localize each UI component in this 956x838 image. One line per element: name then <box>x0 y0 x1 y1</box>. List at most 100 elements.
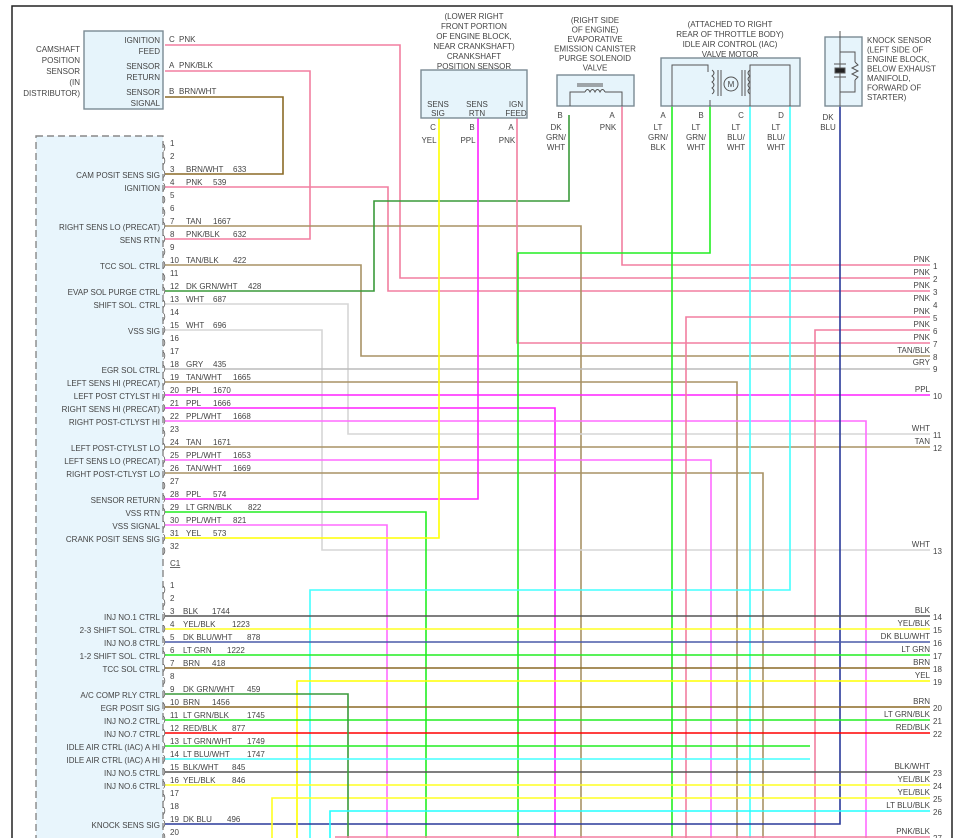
pin-bracket-icon: ) <box>163 793 166 802</box>
pcm-c2-pin-function: LEFT POST CTYLST HI <box>74 392 160 401</box>
wire-color-label: WHT <box>186 295 204 304</box>
wire <box>165 225 582 838</box>
crank-pin-label: FEED <box>505 109 527 118</box>
wire <box>271 797 930 838</box>
wire-color-label: BLK/WHT <box>183 763 219 772</box>
wire <box>165 524 388 838</box>
pin-bracket-icon: ) <box>163 299 166 308</box>
pcm-c2-pin-number: 22 <box>170 412 179 421</box>
pin-bracket-icon: ) <box>163 546 166 555</box>
pcm-c1-pin-number: 20 <box>170 828 179 837</box>
right-connector-wire-label: YEL/BLK <box>898 619 931 628</box>
circuit-number: 1666 <box>213 399 231 408</box>
diagram-border <box>11 5 953 838</box>
pin-bracket-icon: ) <box>163 351 166 360</box>
pcm-c1-pin-function: INJ NO.7 CTRL <box>104 730 161 739</box>
wire-color-label: BRN/WHT <box>179 87 216 96</box>
pcm-c1-pin-function: TCC SOL CTRL <box>103 665 161 674</box>
camshaft-ign-feed-wire <box>165 44 930 279</box>
wire-color-label: PNK <box>499 136 516 145</box>
wire <box>165 420 867 838</box>
pcm-c2-pin-function: RIGHT POST-CTLYST LO <box>66 470 160 479</box>
right-connector-pin-number: 17 <box>933 652 942 661</box>
pin-bracket-icon: ) <box>163 247 166 256</box>
iac-motor-box <box>660 57 801 107</box>
wire-color-label: BLU <box>820 123 836 132</box>
wire-color-label: WHT <box>767 143 785 152</box>
pin-bracket-icon: ) <box>163 390 166 399</box>
right-connector-wire-label: WHT <box>912 540 930 549</box>
wire-color-label: TAN/WHT <box>186 373 222 382</box>
wire-color-label: PPL <box>186 386 202 395</box>
right-connector-pin-number: 26 <box>933 808 942 817</box>
pin-bracket-icon: ) <box>163 416 166 425</box>
pcm-c2-pin-function: VSS SIGNAL <box>112 522 160 531</box>
knock-sensor-name: KNOCK SENSOR <box>867 36 932 45</box>
pcm-c1-pin-function: INJ NO.2 CTRL <box>104 717 161 726</box>
pin-bracket-icon: ) <box>163 663 166 672</box>
circuit-number: 418 <box>212 659 226 668</box>
pin-bracket-icon: ) <box>163 494 166 503</box>
wire-color-label: PPL <box>460 136 476 145</box>
wire-color-label: WHT <box>727 143 745 152</box>
wire-color-label: DK GRN/WHT <box>186 282 238 291</box>
pin-bracket-icon: ) <box>163 702 166 711</box>
circuit-number: 1222 <box>227 646 245 655</box>
evap-pin-letter: A <box>609 111 615 120</box>
circuit-number: 1667 <box>213 217 231 226</box>
pcm-c2-pin-function: LEFT SENS LO (PRECAT) <box>64 457 160 466</box>
pcm-c2-pin-number: 17 <box>170 347 179 356</box>
crank-sensor-return-wire <box>165 118 479 500</box>
wire <box>165 459 712 838</box>
camshaft-pin-letter: C <box>169 35 175 44</box>
pcm-c2-pin-number: 8 <box>170 230 175 239</box>
pcm-c2-pin-function: EGR SOL CTRL <box>102 366 161 375</box>
wire-color-label: PNK <box>186 178 203 187</box>
wire-color-label: PNK/BLK <box>179 61 213 70</box>
pin-bracket-icon: ) <box>163 156 166 165</box>
right-connector-pin-number: 22 <box>933 730 942 739</box>
wire-color-label: GRN/ <box>686 133 707 142</box>
camshaft-pin-label: FEED <box>139 47 161 56</box>
pin-bracket-icon: ) <box>163 195 166 204</box>
pcm-c1-pin-number: 15 <box>170 763 179 772</box>
evap-valve-name: PURGE SOLENOID <box>559 54 631 63</box>
pcm-c1-pin-number: 4 <box>170 620 175 629</box>
circuit-number: 633 <box>233 165 247 174</box>
pin-bracket-icon: ) <box>163 468 166 477</box>
pin-bracket-icon: ) <box>163 780 166 789</box>
right-connector-wire-label: PNK <box>914 255 931 264</box>
pcm-c2-pin-function: CAM POSIT SENS SIG <box>76 171 160 180</box>
right-connector-wire-label: RED/BLK <box>896 723 931 732</box>
pcm-c2-pin-number: 5 <box>170 191 175 200</box>
iac-d-wire <box>309 106 791 838</box>
crank-sensor-name: OF ENGINE BLOCK, <box>436 32 512 41</box>
pin-bracket-icon: ) <box>163 221 166 230</box>
pcm-c2-pin-number: 26 <box>170 464 179 473</box>
pcm-c1-pin-function: EGR POSIT SIG <box>101 704 160 713</box>
pcm-c2-pin-function: RIGHT SENS HI (PRECAT) <box>62 405 161 414</box>
pin-bracket-icon: ) <box>163 533 166 542</box>
right-connector-wire-label: DK BLU/WHT <box>881 632 930 641</box>
pcm-c2-pin-number: 3 <box>170 165 175 174</box>
right-connector-pin-number: 10 <box>933 392 942 401</box>
right-connector-wire-label: YEL <box>915 671 931 680</box>
circuit-number: 574 <box>213 490 227 499</box>
knock-sensor-name: FORWARD OF <box>867 84 921 93</box>
wire-color-label: PPL/WHT <box>186 451 222 460</box>
iac-motor-name: VALVE MOTOR <box>702 50 759 59</box>
right-connector-pin-number: 6 <box>933 327 938 336</box>
pin-bracket-icon: ) <box>163 260 166 269</box>
pin-bracket-icon: ) <box>163 273 166 282</box>
wire-color-label: WHT <box>547 143 565 152</box>
right-connector-wire-label: PPL <box>915 385 931 394</box>
wire-color-label: RED/BLK <box>183 724 218 733</box>
wire-color-label: LT <box>732 123 741 132</box>
wire <box>165 264 930 357</box>
right-connector-pin-number: 3 <box>933 288 938 297</box>
circuit-number: 878 <box>247 633 261 642</box>
pcm-c1-pin-function: INJ NO.1 CTRL <box>104 613 161 622</box>
wire-color-label: LT GRN <box>183 646 212 655</box>
crank-sensor-name: POSITION SENSOR <box>437 62 511 71</box>
pin-bracket-icon: ) <box>163 611 166 620</box>
